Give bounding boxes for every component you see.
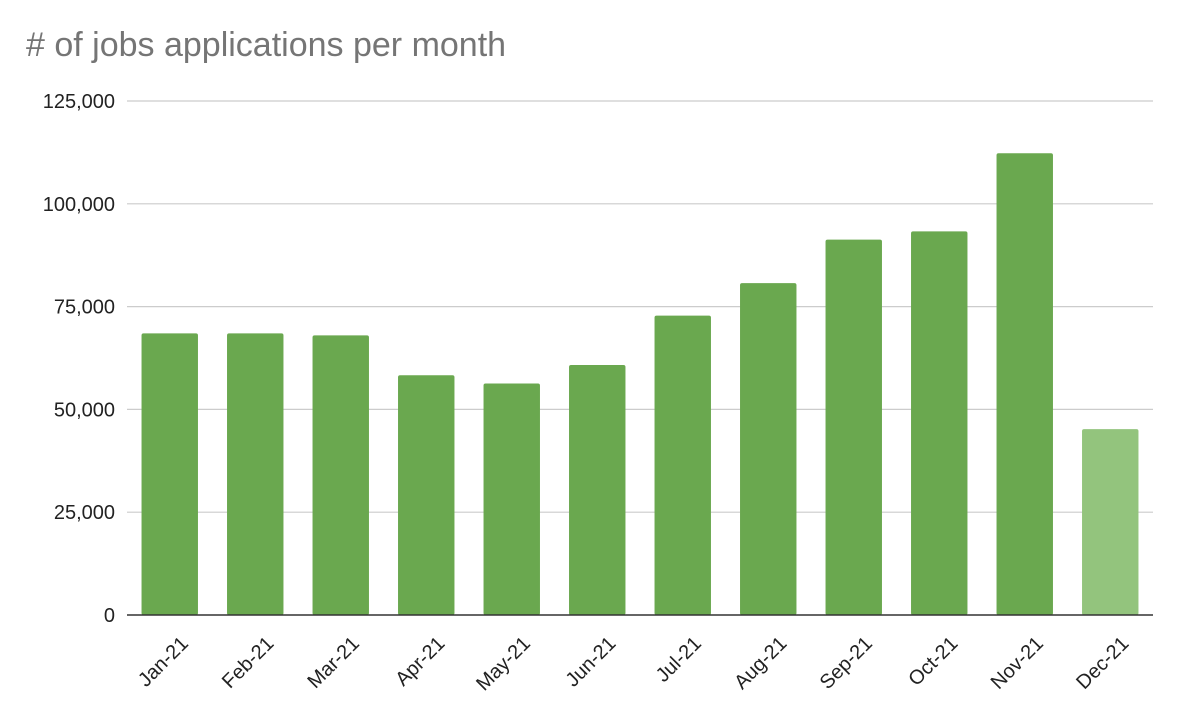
bar-dec-21 bbox=[1082, 429, 1139, 615]
bar-nov-21 bbox=[996, 153, 1053, 615]
bar-may-21 bbox=[483, 383, 540, 615]
y-axis-tick-labels: 0 25,000 50,000 75,000 100,000 125,000 bbox=[43, 91, 115, 627]
x-tick-label: Nov-21 bbox=[987, 633, 1048, 694]
bar-feb-21 bbox=[227, 333, 284, 615]
bar-sep-21 bbox=[825, 239, 882, 615]
x-axis-tick-labels: Jan-21 Feb-21 Mar-21 Apr-21 May-21 Jun-21 Jul-… bbox=[134, 633, 1133, 696]
x-tick-label: Oct-21 bbox=[904, 633, 962, 691]
gridlines bbox=[127, 100, 1153, 513]
x-tick-label: Jan-21 bbox=[134, 633, 193, 692]
bar-jan-21 bbox=[141, 333, 198, 615]
x-tick-label: Sep-21 bbox=[816, 633, 877, 694]
y-tick-label: 50,000 bbox=[54, 399, 115, 421]
bar-oct-21 bbox=[911, 231, 968, 615]
x-tick-label: Jun-21 bbox=[562, 633, 621, 692]
y-tick-label: 25,000 bbox=[54, 502, 115, 524]
x-tick-label: Mar-21 bbox=[304, 633, 364, 693]
chart-title: # of jobs applications per month bbox=[26, 26, 506, 64]
x-tick-label: Feb-21 bbox=[218, 633, 278, 693]
bar-apr-21 bbox=[398, 375, 455, 615]
x-tick-label: May-21 bbox=[472, 633, 535, 696]
bar-aug-21 bbox=[740, 283, 797, 615]
y-tick-label: 100,000 bbox=[43, 194, 115, 216]
x-tick-label: Aug-21 bbox=[730, 633, 791, 694]
x-tick-label: Dec-21 bbox=[1072, 633, 1133, 694]
bar-jun-21 bbox=[569, 364, 626, 615]
x-tick-label: Jul-21 bbox=[652, 633, 706, 687]
x-tick-label: Apr-21 bbox=[391, 633, 449, 691]
bar-jul-21 bbox=[654, 315, 711, 615]
y-tick-label: 125,000 bbox=[43, 91, 115, 113]
bars bbox=[141, 153, 1139, 615]
bar-mar-21 bbox=[312, 335, 369, 615]
y-tick-label: 75,000 bbox=[54, 297, 115, 319]
y-tick-label: 0 bbox=[104, 605, 115, 627]
